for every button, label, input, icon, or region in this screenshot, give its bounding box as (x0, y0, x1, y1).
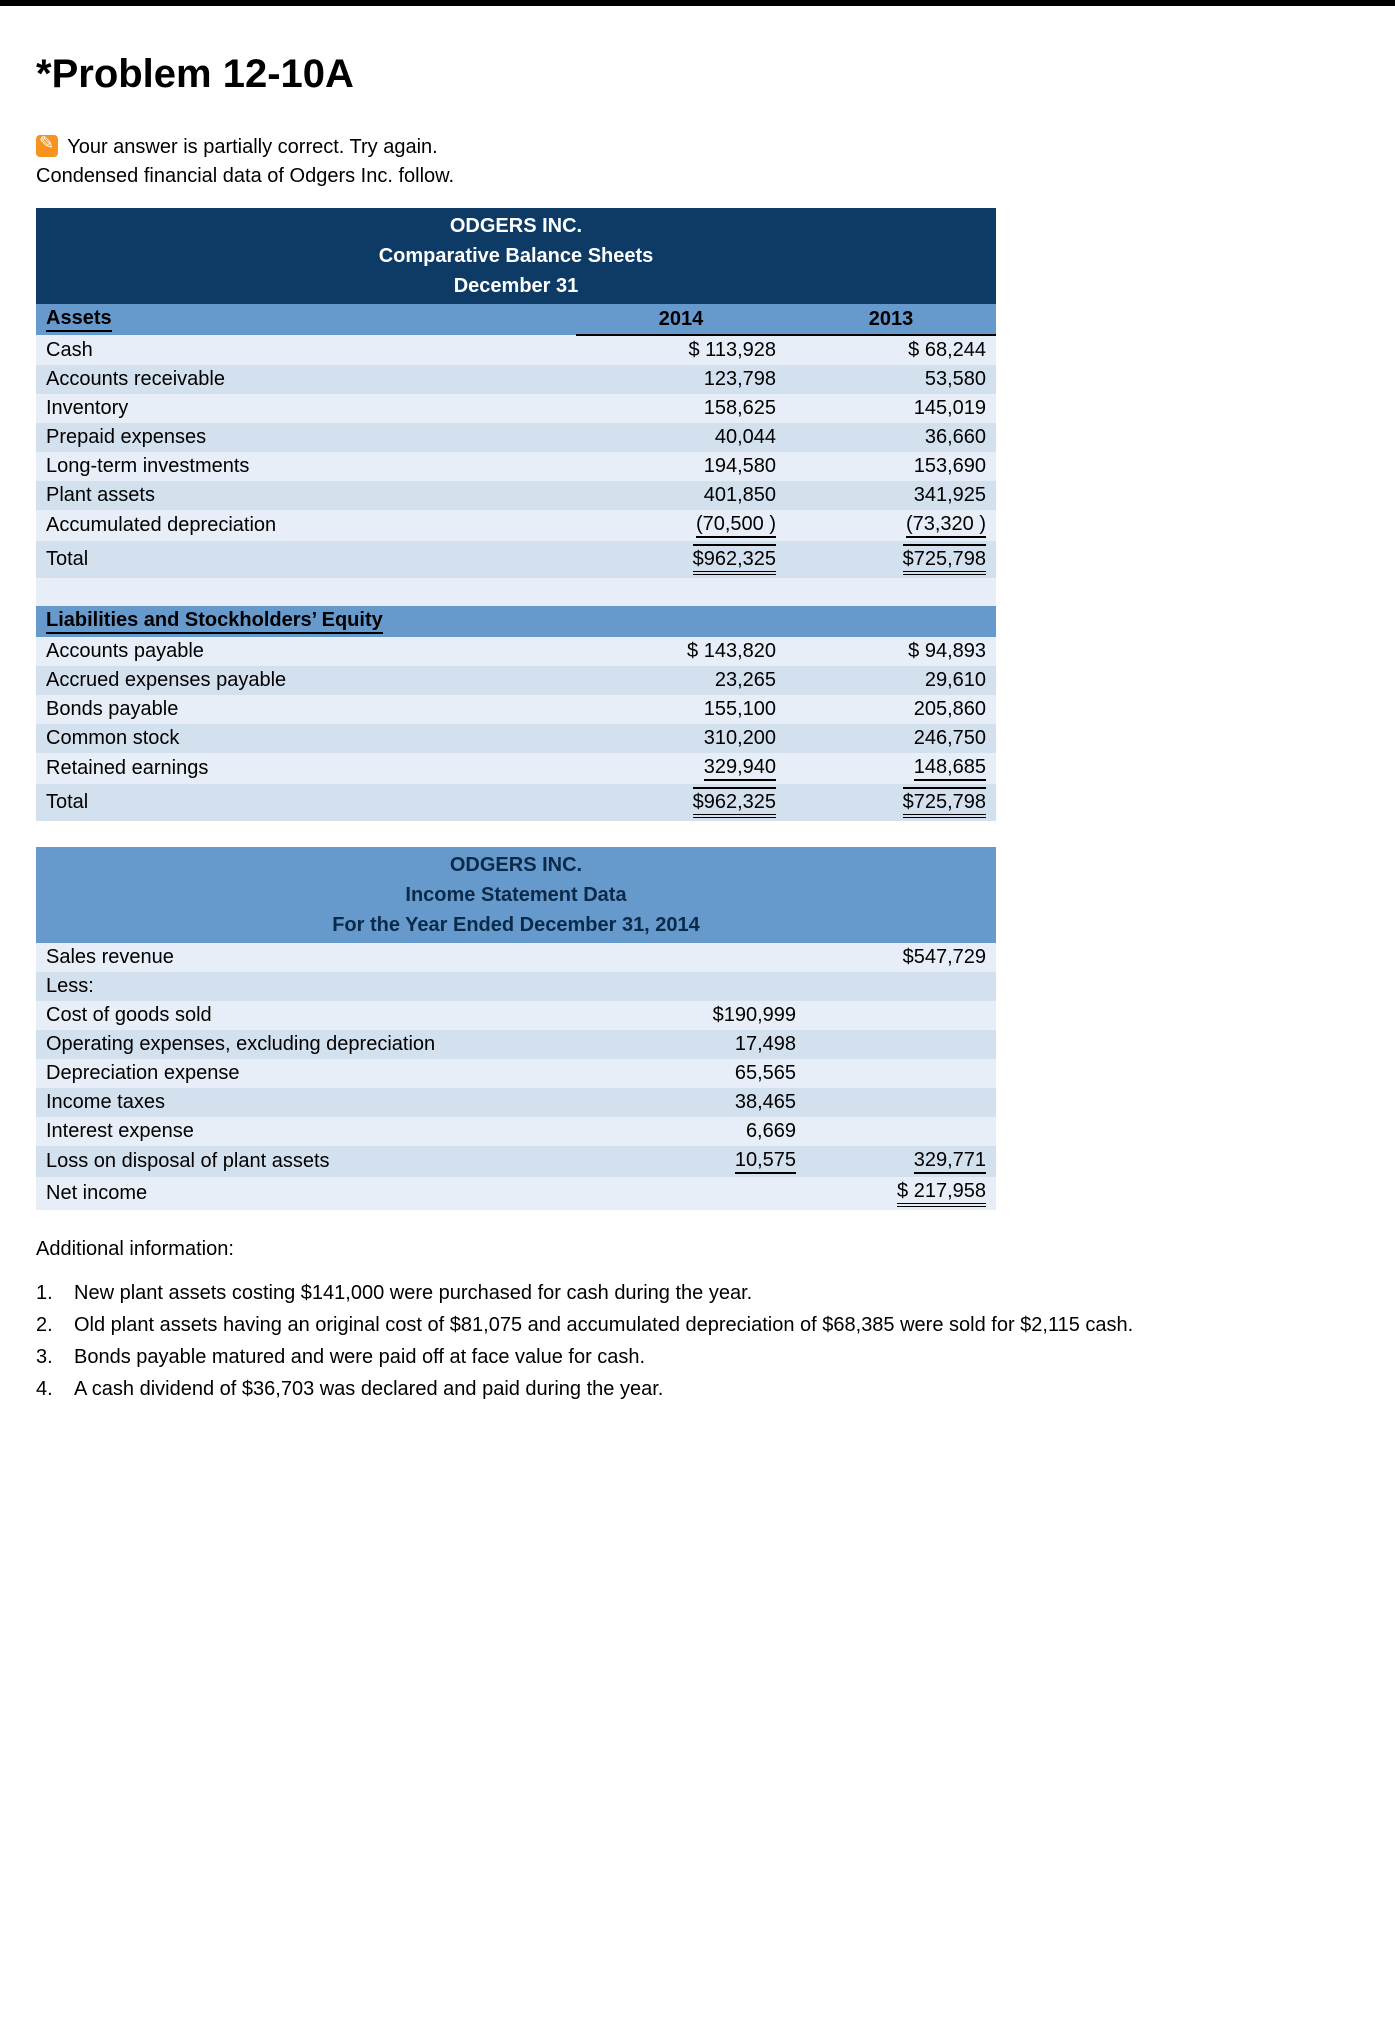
list-item: 1.New plant assets costing $141,000 were… (36, 1279, 1359, 1307)
page-title: *Problem 12-10A (36, 52, 1359, 97)
assets-label: Assets (36, 304, 576, 335)
table-row: Income taxes38,465 (36, 1088, 996, 1117)
table-row: Accrued expenses payable23,26529,610 (36, 666, 996, 695)
table-row: Retained earnings329,940148,685 (36, 753, 996, 784)
list-item: 2.Old plant assets having an original co… (36, 1311, 1359, 1339)
table-row: Inventory158,625145,019 (36, 394, 996, 423)
additional-info-list: 1.New plant assets costing $141,000 were… (36, 1279, 1359, 1403)
liab-total-label: Total (36, 784, 576, 821)
table-row: Accounts receivable123,79853,580 (36, 365, 996, 394)
year-2014: 2014 (576, 304, 786, 335)
table-row: Interest expense6,669 (36, 1117, 996, 1146)
sales-value: $547,729 (806, 943, 996, 972)
table-row: Common stock310,200246,750 (36, 724, 996, 753)
table-row: Depreciation expense65,565 (36, 1059, 996, 1088)
bs-header: ODGERS INC. Comparative Balance Sheets D… (36, 208, 996, 304)
net-income-label: Net income (36, 1177, 636, 1210)
status-line: Your answer is partially correct. Try ag… (36, 135, 1359, 159)
table-row: Cost of goods sold$190,999 (36, 1001, 996, 1030)
table-row: Cash$ 113,928$ 68,244 (36, 335, 996, 365)
status-text: Your answer is partially correct. Try ag… (67, 136, 438, 158)
intro-text: Condensed financial data of Odgers Inc. … (36, 165, 1359, 188)
income-statement-table: ODGERS INC. Income Statement Data For th… (36, 847, 996, 1210)
list-item: 4.A cash dividend of $36,703 was declare… (36, 1375, 1359, 1403)
balance-sheet-table: ODGERS INC. Comparative Balance Sheets D… (36, 208, 996, 821)
table-row: Accumulated depreciation(70,500 )(73,320… (36, 510, 996, 541)
table-row: Loss on disposal of plant assets10,57532… (36, 1146, 996, 1177)
additional-info-label: Additional information: (36, 1238, 1359, 1261)
edit-icon (36, 135, 58, 157)
sales-label: Sales revenue (36, 943, 636, 972)
table-row: Prepaid expenses40,04436,660 (36, 423, 996, 452)
year-2013: 2013 (786, 304, 996, 335)
table-row: Plant assets401,850341,925 (36, 481, 996, 510)
liab-label: Liabilities and Stockholders’ Equity (36, 606, 996, 637)
assets-total-label: Total (36, 541, 576, 578)
list-item: 3.Bonds payable matured and were paid of… (36, 1343, 1359, 1371)
table-row: Long-term investments194,580153,690 (36, 452, 996, 481)
table-row: Operating expenses, excluding depreciati… (36, 1030, 996, 1059)
is-header: ODGERS INC. Income Statement Data For th… (36, 847, 996, 943)
less-label: Less: (36, 972, 636, 1001)
table-row: Accounts payable$ 143,820$ 94,893 (36, 637, 996, 666)
table-row: Bonds payable155,100205,860 (36, 695, 996, 724)
